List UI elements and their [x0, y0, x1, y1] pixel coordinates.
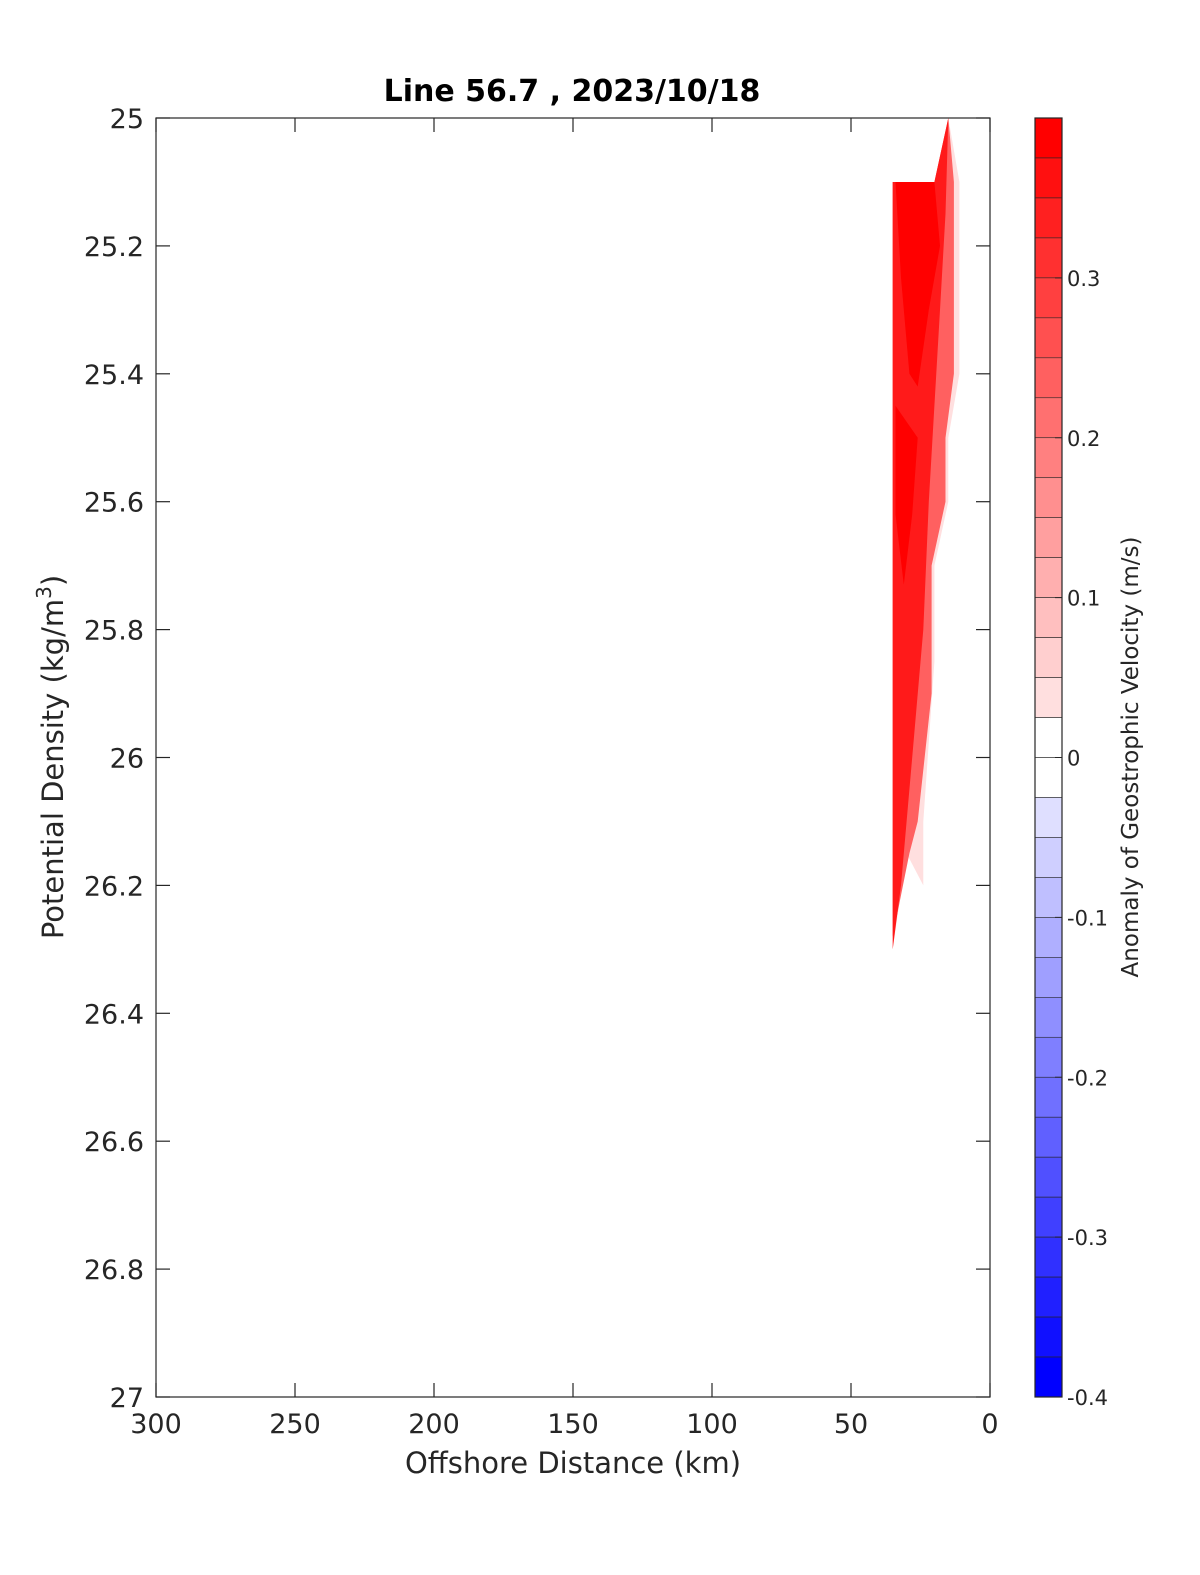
- x-tick-label: 50: [834, 1409, 868, 1440]
- colorbar-cell: [1034, 357, 1063, 399]
- y-tick-label: 25: [110, 104, 144, 135]
- colorbar-cell: [1034, 1076, 1063, 1118]
- colorbar-cells: [1034, 117, 1063, 1398]
- colorbar: 0.3 0.2 0.1 0 -0.1 -0.2 -0.3 -0.4 Anomaly of Ge…: [1034, 117, 1144, 1410]
- y-axis-label: Potential Density (kg/m3): [32, 575, 70, 939]
- y-tick-label: 25.4: [84, 360, 144, 391]
- y-tick-label: 25.8: [84, 616, 144, 647]
- x-tick-label: 0: [981, 1409, 998, 1440]
- colorbar-cell: [1034, 1316, 1063, 1358]
- colorbar-cell: [1034, 957, 1063, 998]
- plot-area: [155, 117, 991, 1398]
- colorbar-cell: [1034, 717, 1063, 758]
- contour-region-peak-lower: [895, 405, 918, 585]
- y-tick-label: 26: [110, 744, 144, 775]
- colorbar-cell: [1034, 117, 1063, 159]
- colorbar-cell: [1034, 837, 1063, 878]
- colorbar-cell: [1034, 1036, 1063, 1078]
- y-tick-label: 26.4: [84, 999, 144, 1030]
- colorbar-tick-label: -0.2: [1067, 1066, 1108, 1090]
- axis-ticks: [155, 117, 991, 1398]
- colorbar-cell: [1034, 477, 1063, 518]
- y-tick-label: 25.2: [84, 232, 144, 263]
- colorbar-cell: [1034, 637, 1063, 678]
- y-tick-label: 27: [110, 1383, 144, 1414]
- chart-title: Line 56.7 , 2023/10/18: [384, 74, 761, 109]
- x-axis-label: Offshore Distance (km): [405, 1446, 741, 1480]
- x-tick-label: 250: [269, 1409, 321, 1440]
- y-axis-label-main: Potential Density (kg/m: [36, 599, 70, 939]
- colorbar-cell: [1034, 517, 1063, 558]
- y-axis-label-suffix: ): [36, 575, 70, 586]
- colorbar-ticks: 0.3 0.2 0.1 0 -0.1 -0.2 -0.3 -0.4: [1055, 267, 1108, 1410]
- colorbar-cell: [1034, 917, 1063, 958]
- colorbar-cell: [1034, 997, 1063, 1038]
- contour-region-peak: [895, 182, 940, 387]
- contour-fill: [892, 118, 960, 950]
- y-tick-label: 26.8: [84, 1255, 144, 1286]
- colorbar-cell: [1034, 437, 1063, 479]
- colorbar-cell: [1034, 1356, 1063, 1398]
- colorbar-tick-label: 0.1: [1067, 587, 1100, 611]
- colorbar-tick-label: -0.4: [1067, 1386, 1108, 1410]
- colorbar-cell: [1034, 397, 1063, 439]
- x-tick-labels: 300 250 200 150 100 50 0: [130, 1409, 998, 1440]
- colorbar-cell: [1034, 677, 1063, 718]
- x-tick-label: 150: [547, 1409, 599, 1440]
- colorbar-cell: [1034, 597, 1063, 638]
- colorbar-cell: [1034, 277, 1063, 319]
- colorbar-cell: [1034, 237, 1063, 279]
- colorbar-cell: [1034, 797, 1063, 838]
- colorbar-tick-label: 0: [1067, 747, 1080, 771]
- x-tick-label: 300: [130, 1409, 182, 1440]
- colorbar-cell: [1034, 877, 1063, 918]
- colorbar-cell: [1034, 757, 1063, 798]
- plot-background: [156, 118, 990, 1397]
- colorbar-cell: [1034, 557, 1063, 598]
- colorbar-cell: [1034, 1116, 1063, 1158]
- colorbar-cell: [1034, 1196, 1063, 1238]
- colorbar-label: Anomaly of Geostrophic Velocity (m/s): [1118, 537, 1144, 978]
- colorbar-cell: [1034, 197, 1063, 239]
- plot-frame: [155, 117, 991, 1398]
- colorbar-tick-label: 0.2: [1067, 427, 1100, 451]
- y-axis-label-superscript: 3: [32, 586, 56, 599]
- y-tick-label: 26.6: [84, 1127, 144, 1158]
- y-tick-label: 25.6: [84, 488, 144, 519]
- y-tick-label: 26.2: [84, 871, 144, 902]
- x-tick-label: 200: [408, 1409, 460, 1440]
- colorbar-cell: [1034, 157, 1063, 199]
- colorbar-tick-label: -0.3: [1067, 1226, 1108, 1250]
- y-tick-labels: 25 25.2 25.4 25.6 25.8 26 26.2 26.4 26.6 26.8 27: [84, 104, 144, 1414]
- colorbar-cell: [1034, 1276, 1063, 1318]
- colorbar-tick-label: 0.3: [1067, 267, 1100, 291]
- colorbar-tick-label: -0.1: [1067, 906, 1108, 930]
- x-tick-label: 100: [686, 1409, 738, 1440]
- colorbar-cell: [1034, 1156, 1063, 1198]
- colorbar-cell: [1034, 1236, 1063, 1278]
- colorbar-cell: [1034, 317, 1063, 359]
